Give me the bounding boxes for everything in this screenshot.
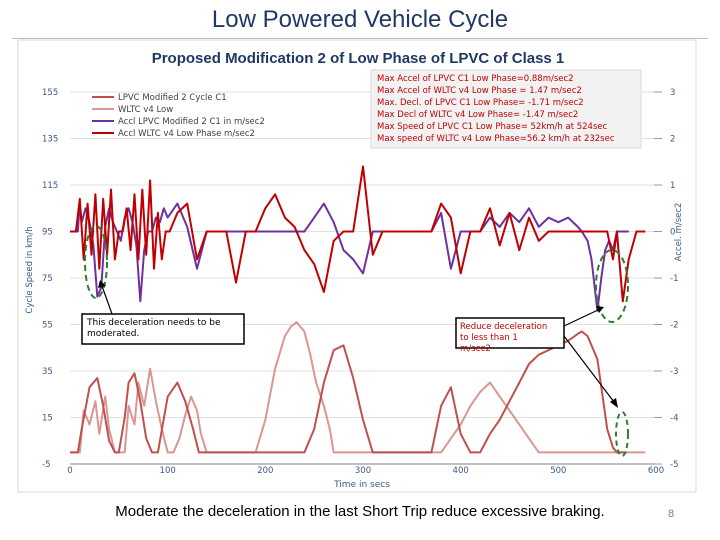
series-line-4 (70, 165, 646, 303)
y-right-tick-label: 1 (670, 181, 675, 191)
slide-title: Low Powered Vehicle Cycle (211, 6, 509, 33)
caption-text: Moderate the deceleration in the last Sh… (115, 503, 605, 520)
y-left-tick-label: 35 (42, 367, 53, 377)
stats-line: Max speed of WLTC v4 Low Phase=56.2 km/h… (377, 134, 615, 144)
series-line-2 (70, 321, 646, 454)
y-left-ticks: -5 15 35 55 75 95 115 135 155 (42, 88, 58, 470)
highlight-ellipse-left (84, 225, 108, 299)
stats-box: Max Accel of LPVC C1 Low Phase=0.88m/sec… (370, 69, 642, 149)
legend-entry: Accl WLTC v4 Low Phase m/sec2 (118, 129, 255, 139)
page-number: 8 (668, 508, 675, 520)
series-line-3 (70, 202, 629, 312)
y-right-tick-label: -2 (670, 321, 678, 331)
y-left-tick-label: 55 (42, 321, 53, 331)
y-left-tick-label: 95 (42, 228, 53, 238)
annotation-reduce: Reduce deceleration to less than 1 m/sec2 (455, 306, 618, 408)
y-left-axis-label: Cycle Speed in km/h (25, 226, 35, 313)
annotation-moderate: This deceleration needs to be moderated. (81, 280, 245, 345)
chart-title: Proposed Modification 2 of Low Phase of … (152, 50, 565, 67)
y-right-tick-label: 3 (670, 88, 675, 98)
x-tick-label: 600 (648, 466, 664, 476)
y-right-tick-label: -5 (670, 460, 678, 470)
y-right-tick-label: 2 (670, 135, 675, 145)
annotation-line: This deceleration needs to be (86, 318, 221, 328)
annotation-line: m/sec2 (460, 344, 491, 354)
annotation-line: Reduce deceleration (460, 322, 547, 332)
y-left-tick-label: 15 (42, 414, 53, 424)
x-tick-label: 200 (257, 466, 273, 476)
annotation-line: moderated. (87, 329, 139, 339)
x-tick-label: 500 (550, 466, 566, 476)
stats-line: Max Decl of WLTC v4 Low Phase= -1.47 m/s… (377, 110, 578, 120)
y-left-tick-label: 75 (42, 274, 53, 284)
x-tick-label: 0 (67, 466, 72, 476)
y-left-tick-label: -5 (42, 460, 50, 470)
stats-line: Max Accel of WLTC v4 Low Phase = 1.47 m/… (377, 86, 582, 96)
y-left-tick-label: 135 (42, 135, 58, 145)
annotation-line: to less than 1 (460, 333, 518, 343)
legend-entry: WLTC v4 Low (118, 105, 173, 115)
y-right-tick-label: -3 (670, 367, 678, 377)
chart: Proposed Modification 2 of Low Phase of … (17, 39, 697, 493)
svg-text:This deceleration needs to bem: This deceleration needs to be moderated. (86, 318, 221, 339)
highlight-ellipse-bottom (615, 411, 629, 457)
y-right-tick-label: 0 (670, 228, 675, 238)
title-divider (12, 38, 708, 39)
stats-line: Max Speed of LPVC C1 Low Phase= 52km/h a… (377, 122, 608, 132)
x-axis-label: Time in secs (333, 480, 390, 490)
y-right-ticks: -5 -4 -3 -2 -1 0 1 2 3 (654, 88, 678, 470)
x-tick-label: 300 (355, 466, 371, 476)
legend-entry: LPVC Modified 2 Cycle C1 (118, 93, 227, 103)
x-ticks: 0 100 200 300 400 500 600 (67, 466, 664, 476)
stats-line: Max Accel of LPVC C1 Low Phase=0.88m/sec… (377, 74, 574, 84)
y-right-axis-label: Accel. m/sec2 (674, 203, 684, 262)
slide-caption: Moderate the deceleration in the last Sh… (0, 503, 720, 520)
y-right-tick-label: -4 (670, 414, 678, 424)
legend-entry: Accl LPVC Modified 2 C1 in m/sec2 (118, 117, 265, 127)
y-left-tick-label: 155 (42, 88, 58, 98)
legend: LPVC Modified 2 Cycle C1 WLTC v4 Low Accl … (92, 93, 265, 139)
y-right-tick-label: -1 (670, 274, 678, 284)
stats-line: Max. Decl. of LPVC C1 Low Phase= -1.71 m… (377, 98, 584, 108)
x-tick-label: 100 (160, 466, 176, 476)
x-tick-label: 400 (453, 466, 469, 476)
y-left-tick-label: 115 (42, 181, 58, 191)
highlight-ellipse-right (595, 249, 629, 323)
